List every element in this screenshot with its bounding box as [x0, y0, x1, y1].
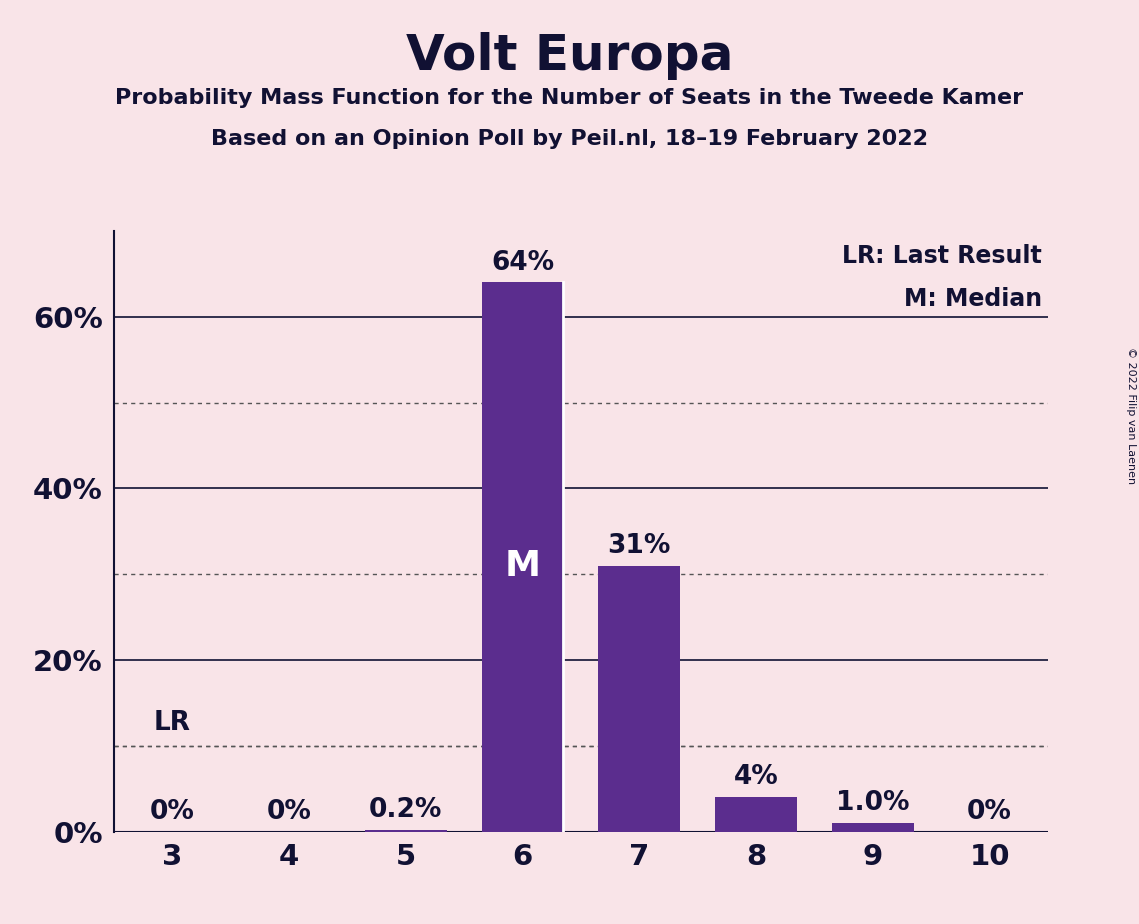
Bar: [831, 823, 913, 832]
Text: 1.0%: 1.0%: [836, 790, 910, 816]
Text: 0%: 0%: [967, 798, 1011, 825]
Bar: [364, 830, 446, 832]
Text: © 2022 Filip van Laenen: © 2022 Filip van Laenen: [1126, 347, 1136, 484]
Text: 0.2%: 0.2%: [369, 797, 442, 823]
Bar: [598, 565, 680, 832]
Text: 31%: 31%: [607, 533, 671, 559]
Text: 4%: 4%: [734, 764, 778, 790]
Text: M: Median: M: Median: [904, 286, 1042, 310]
Text: Based on an Opinion Poll by Peil.nl, 18–19 February 2022: Based on an Opinion Poll by Peil.nl, 18–…: [211, 129, 928, 150]
Text: 64%: 64%: [491, 249, 554, 275]
Text: 0%: 0%: [267, 798, 311, 825]
Text: M: M: [505, 549, 541, 583]
Text: LR: Last Result: LR: Last Result: [843, 244, 1042, 268]
Text: Volt Europa: Volt Europa: [405, 32, 734, 80]
Bar: [715, 797, 797, 832]
Text: 0%: 0%: [150, 798, 195, 825]
Bar: [482, 283, 564, 832]
Text: LR: LR: [154, 710, 190, 736]
Text: Probability Mass Function for the Number of Seats in the Tweede Kamer: Probability Mass Function for the Number…: [115, 88, 1024, 108]
